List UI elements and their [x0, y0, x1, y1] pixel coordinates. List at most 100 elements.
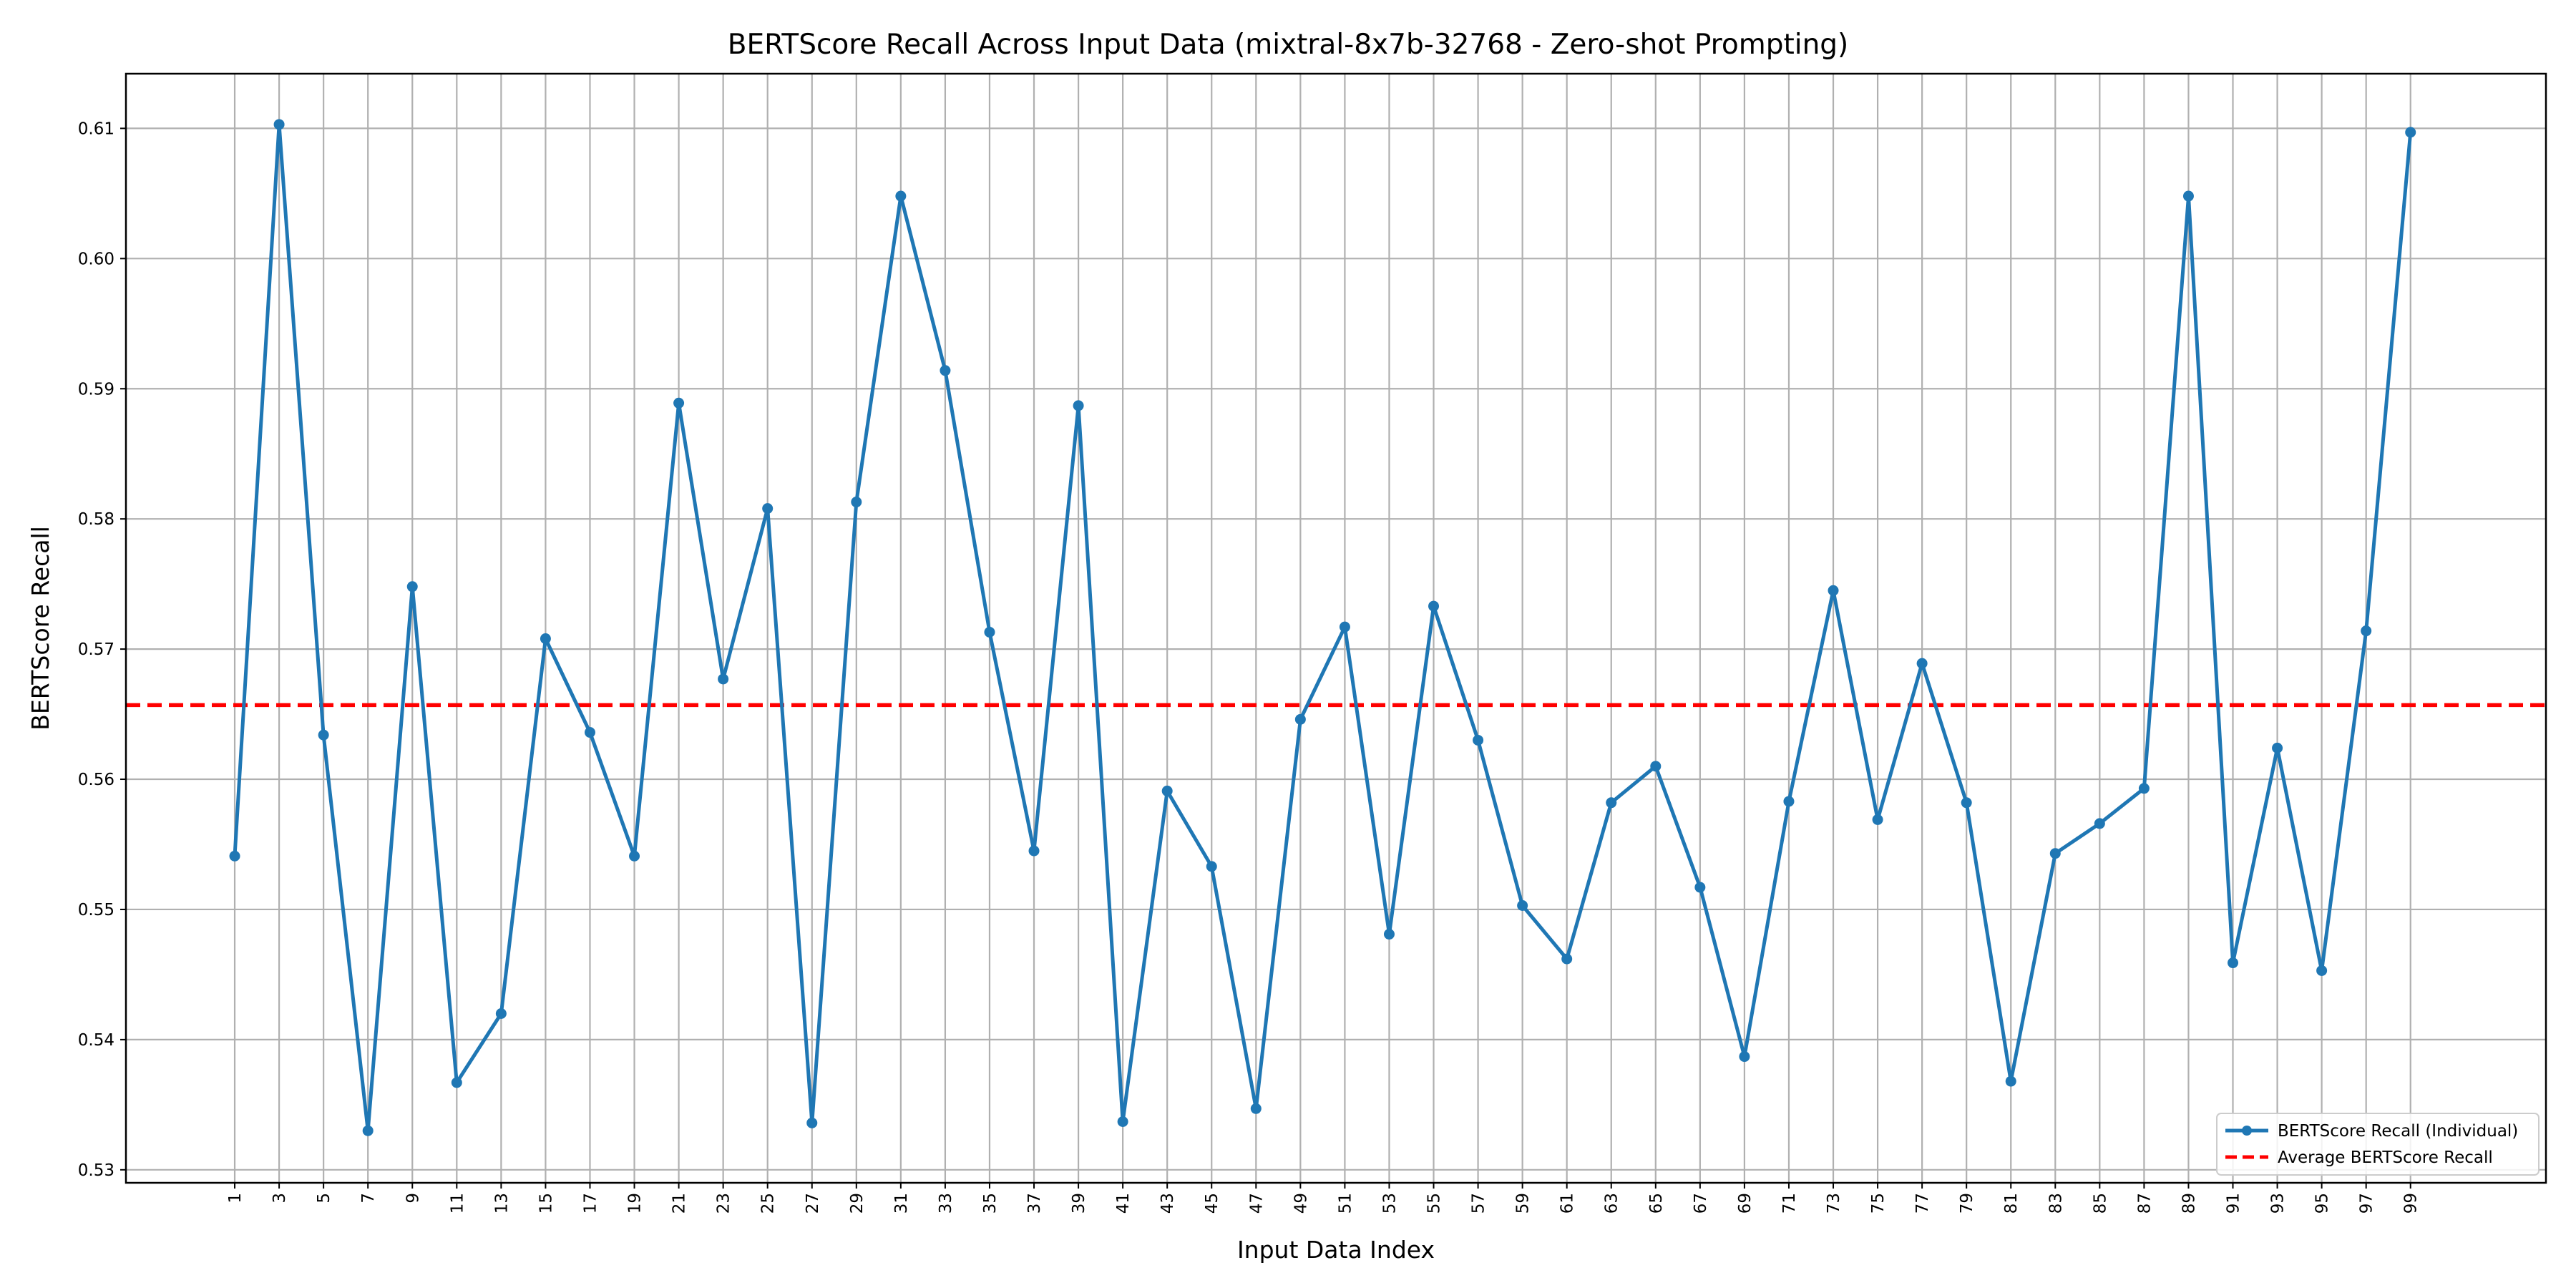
data-point — [895, 190, 907, 202]
chart-title: BERTScore Recall Across Input Data (mixt… — [728, 29, 1849, 61]
legend-series-marker — [2242, 1126, 2252, 1136]
data-point — [1383, 929, 1395, 940]
y-axis-label: BERTScore Recall — [26, 526, 54, 731]
x-tick-label: 31 — [892, 1193, 911, 1214]
data-point — [540, 633, 551, 645]
x-tick-label: 73 — [1825, 1193, 1843, 1214]
x-tick-label: 55 — [1425, 1193, 1444, 1214]
x-tick-label: 65 — [1647, 1193, 1666, 1214]
data-point — [2094, 818, 2105, 829]
data-point — [1783, 796, 1795, 807]
grid — [126, 74, 2546, 1183]
x-tick-label: 9 — [404, 1193, 422, 1204]
x-tick-label: 89 — [2180, 1193, 2198, 1214]
data-point — [495, 1008, 507, 1019]
legend-box — [2216, 1113, 2540, 1176]
y-tick-label: 0.59 — [78, 380, 114, 399]
x-tick-label: 5 — [315, 1193, 333, 1204]
legend-series-label: BERTScore Recall (Individual) — [2278, 1122, 2518, 1141]
x-tick-label: 17 — [581, 1193, 600, 1214]
x-tick-label: 97 — [2358, 1193, 2376, 1214]
x-tick-label: 99 — [2402, 1193, 2421, 1214]
x-tick-label: 11 — [448, 1193, 467, 1214]
data-point — [2138, 783, 2150, 794]
x-tick-label: 61 — [1558, 1193, 1577, 1214]
data-point — [762, 503, 774, 514]
x-tick-label: 81 — [2002, 1193, 2021, 1214]
data-point — [1606, 797, 1617, 809]
data-point — [2272, 742, 2283, 753]
x-tick-label: 53 — [1380, 1193, 1399, 1214]
legend-average-label: Average BERTScore Recall — [2278, 1148, 2493, 1167]
series-line — [233, 122, 2413, 1133]
data-point — [584, 727, 595, 738]
data-point — [2405, 127, 2416, 138]
data-point — [1250, 1103, 1262, 1114]
x-tick-label: 29 — [848, 1193, 867, 1214]
data-point — [273, 119, 285, 130]
x-tick-label: 47 — [1247, 1193, 1266, 1214]
data-point — [629, 850, 640, 862]
data-point — [1739, 1051, 1750, 1063]
x-tick-label: 75 — [1869, 1193, 1888, 1214]
data-point — [451, 1077, 462, 1088]
y-tick-label: 0.61 — [78, 119, 114, 138]
data-point — [1650, 761, 1662, 772]
data-point — [1428, 600, 1440, 612]
x-tick-label: 59 — [1514, 1193, 1533, 1214]
data-point — [229, 850, 240, 862]
x-tick-label: 69 — [1736, 1193, 1755, 1214]
data-point — [2361, 625, 2372, 637]
x-tick-label: 87 — [2135, 1193, 2154, 1214]
data-point — [1517, 900, 1528, 911]
data-point — [2228, 957, 2239, 969]
x-tick-label: 35 — [981, 1193, 1000, 1214]
x-tick-label: 63 — [1603, 1193, 1621, 1214]
data-point — [806, 1117, 818, 1128]
x-tick-label: 57 — [1470, 1193, 1488, 1214]
x-tick-label: 93 — [2269, 1193, 2288, 1214]
x-tick-label: 7 — [359, 1193, 378, 1204]
data-point — [1073, 400, 1084, 411]
y-tick-label: 0.60 — [78, 250, 114, 268]
x-tick-label: 13 — [492, 1193, 511, 1214]
data-point — [1872, 814, 1883, 825]
x-tick-label: 19 — [626, 1193, 645, 1214]
x-tick-label: 51 — [1336, 1193, 1355, 1214]
x-tick-label: 71 — [1780, 1193, 1799, 1214]
data-point — [2316, 965, 2328, 976]
data-point — [1961, 797, 1972, 809]
x-tick-label: 33 — [937, 1193, 955, 1214]
x-tick-label: 1 — [226, 1193, 245, 1204]
x-tick-label: 45 — [1203, 1193, 1221, 1214]
data-point — [1294, 713, 1306, 725]
data-point — [1206, 861, 1217, 872]
x-tick-label: 77 — [1913, 1193, 1932, 1214]
data-point — [1916, 658, 1928, 669]
y-tick-label: 0.55 — [78, 901, 114, 919]
y-tick-label: 0.57 — [78, 640, 114, 659]
x-tick-label: 85 — [2091, 1193, 2109, 1214]
x-tick-label: 23 — [715, 1193, 733, 1214]
data-point — [1117, 1116, 1128, 1127]
x-tick-label: 37 — [1025, 1193, 1044, 1214]
legend: BERTScore Recall (Individual) Average BE… — [2216, 1113, 2540, 1176]
data-point — [1028, 845, 1040, 857]
data-point — [2049, 848, 2061, 859]
x-axis: 1 3 5 7 9 11 13 15 17 19 21 23 25 27 29 31 33 35 37 39 41 43 4… — [226, 1183, 2421, 1214]
data-point — [2182, 190, 2194, 202]
x-tick-label: 21 — [670, 1193, 689, 1214]
data-point — [1828, 585, 1839, 596]
data-point — [984, 626, 995, 638]
x-tick-label: 91 — [2225, 1193, 2243, 1214]
y-tick-label: 0.53 — [78, 1161, 114, 1180]
data-point — [362, 1125, 374, 1136]
data-point — [1473, 734, 1484, 746]
data-point — [673, 397, 685, 409]
x-tick-label: 49 — [1292, 1193, 1310, 1214]
x-tick-label: 3 — [270, 1193, 289, 1204]
data-point — [1161, 785, 1173, 796]
data-point — [1694, 882, 1706, 893]
y-tick-label: 0.56 — [78, 771, 114, 789]
